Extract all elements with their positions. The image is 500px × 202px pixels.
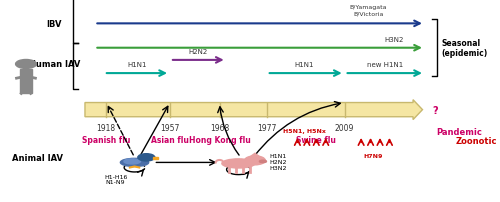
Text: Asian flu: Asian flu [151,135,189,144]
Text: 1918: 1918 [96,123,116,132]
Text: 1957: 1957 [160,123,180,132]
Text: Swine flu: Swine flu [296,135,336,144]
Ellipse shape [120,159,148,167]
Ellipse shape [222,159,255,168]
Text: Seasonal
(epidemic): Seasonal (epidemic) [442,39,488,58]
Text: H1N1: H1N1 [127,62,146,68]
Text: H7N9: H7N9 [363,154,382,159]
FancyArrow shape [154,158,158,159]
Text: ?: ? [432,105,438,115]
Text: IBV: IBV [46,20,62,29]
Text: B/Yamagata
B/Victoria: B/Yamagata B/Victoria [350,5,387,16]
Text: H5N1, H5Nx: H5N1, H5Nx [283,128,326,133]
Text: H1N1
H2N2
H3N2: H1N1 H2N2 H3N2 [269,153,286,170]
Text: H1N1: H1N1 [294,62,314,68]
Text: Animal IAV: Animal IAV [12,153,64,162]
Text: Spanish flu: Spanish flu [82,135,130,144]
Text: 1977: 1977 [257,123,276,132]
Circle shape [244,156,266,165]
Circle shape [138,154,155,161]
Text: Zoonotic: Zoonotic [456,136,497,145]
Text: H3N2: H3N2 [384,36,404,42]
Text: 2009: 2009 [335,123,354,132]
Text: Pandemic: Pandemic [436,128,482,137]
FancyArrow shape [85,100,422,120]
FancyArrow shape [20,70,32,94]
Ellipse shape [260,160,266,163]
Text: 1968: 1968 [210,123,229,132]
Text: H2N2: H2N2 [188,48,208,55]
Text: Human IAV: Human IAV [28,60,80,69]
Ellipse shape [124,159,140,164]
Circle shape [16,60,36,69]
Text: H1-H16
N1-N9: H1-H16 N1-N9 [104,174,128,184]
Text: Hong Kong flu: Hong Kong flu [188,135,250,144]
Polygon shape [250,154,260,157]
Text: new H1N1: new H1N1 [366,62,403,68]
